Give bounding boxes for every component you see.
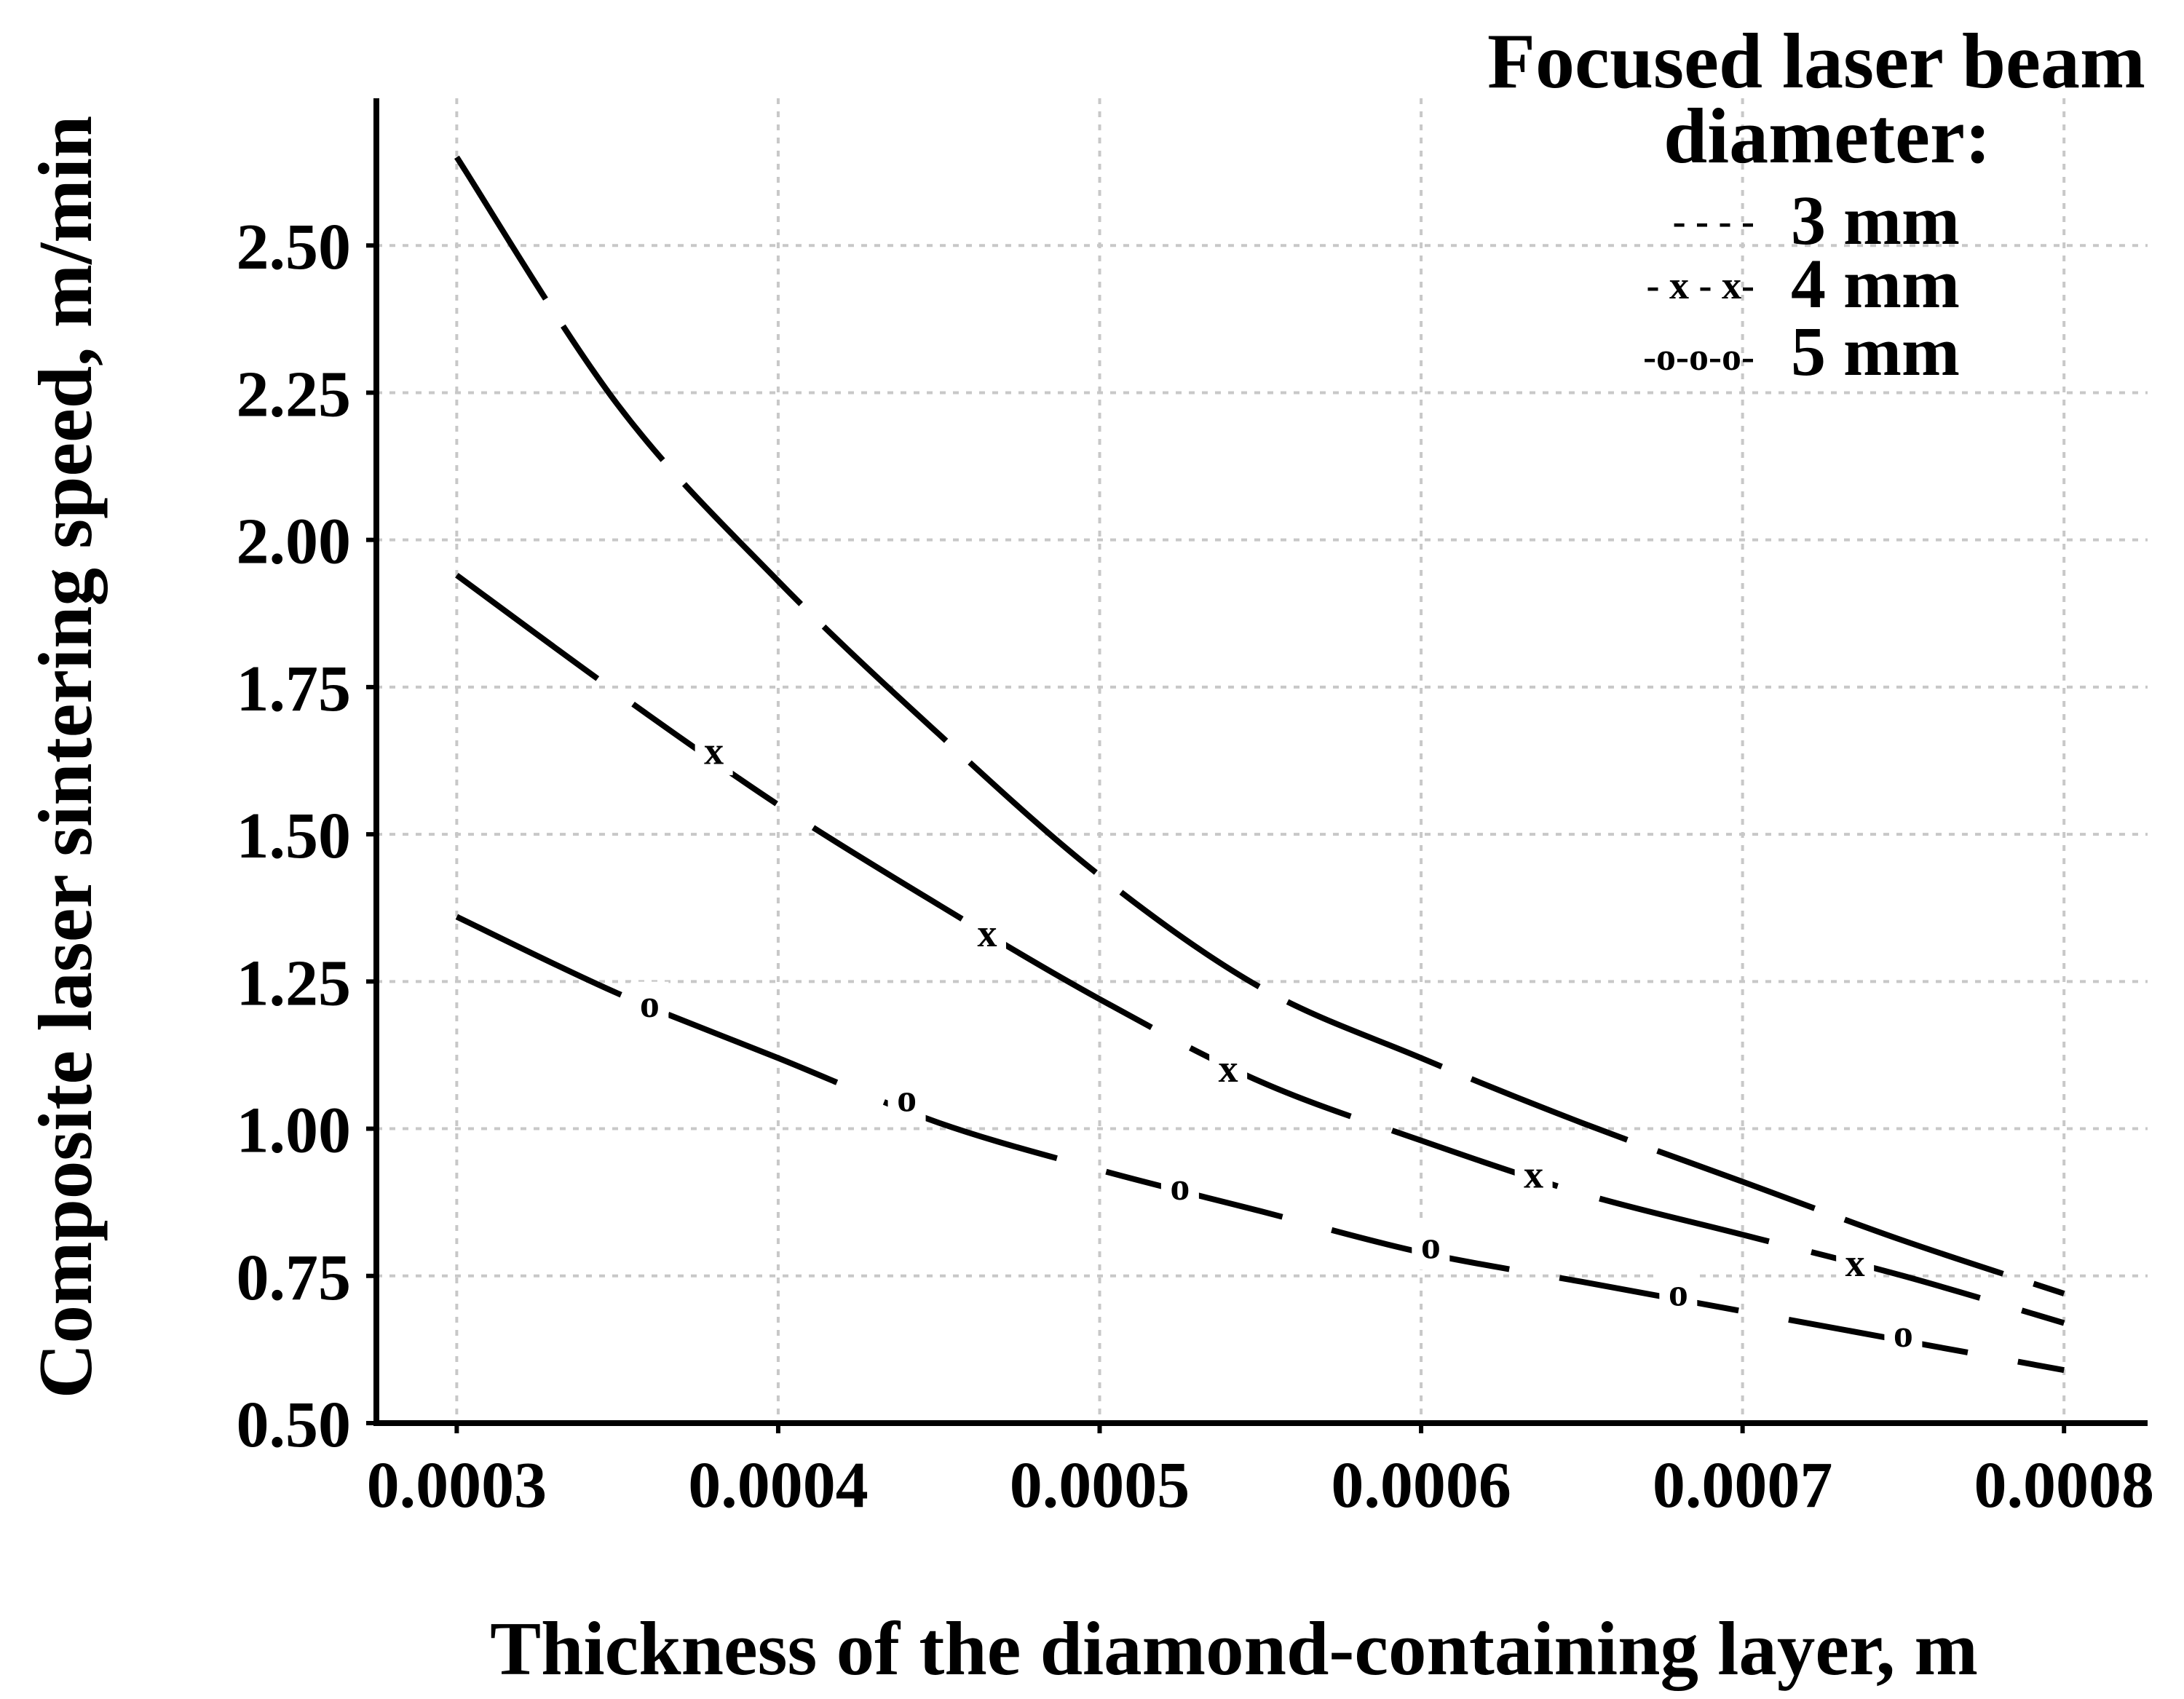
legend-symbol-3mm: - - - -	[1673, 199, 1754, 243]
marker-gap	[1160, 1164, 1199, 1211]
y-tick-label: 2.00	[237, 506, 352, 578]
x-tick-label: 0.0004	[688, 1449, 869, 1521]
marker-gap	[1836, 1240, 1875, 1288]
series-marker-o: o	[1894, 1312, 1913, 1355]
series-line-3mm	[454, 155, 2065, 1296]
series-marker-x: x	[1845, 1241, 1865, 1285]
legend-label-3mm: 3 mm	[1791, 181, 1960, 259]
y-tick-label: 2.25	[237, 358, 352, 430]
marker-gap	[887, 1076, 926, 1123]
marker-gap	[1412, 1223, 1450, 1270]
series-marker-o: o	[897, 1077, 917, 1120]
y-tick-label: 0.50	[237, 1389, 352, 1461]
x-tick-label: 0.0006	[1331, 1449, 1511, 1521]
series-marker-o: o	[1669, 1270, 1688, 1314]
y-tick-label: 2.50	[237, 211, 352, 283]
y-tick-label: 1.00	[237, 1095, 352, 1167]
legend-symbol-4mm: - x - x-	[1647, 264, 1754, 307]
series-marker-x: x	[1219, 1047, 1238, 1090]
legend-label-4mm: 4 mm	[1791, 245, 1960, 322]
axes	[373, 98, 2148, 1426]
y-tick-label: 1.75	[237, 653, 352, 725]
y-tick-label: 0.75	[237, 1242, 352, 1314]
legend-symbol-5mm: -o-o-o-	[1643, 335, 1754, 379]
grid-lines	[376, 98, 2148, 1423]
series-marker-o: o	[640, 982, 660, 1026]
marker-gap	[1884, 1311, 1923, 1358]
legend-title-line1: Focused laser beam	[1487, 18, 2145, 105]
series-marker-x: x	[977, 911, 997, 955]
marker-gap	[968, 911, 1006, 958]
ticks: 0.0003 0.0004 0.0005 0.0006 0.0007 0.0008 0.50…	[237, 211, 2154, 1521]
x-tick-label: 0.0007	[1653, 1449, 1833, 1521]
marker-gap	[695, 728, 733, 775]
series-marker-o: o	[1421, 1224, 1441, 1267]
marker-gap	[630, 981, 669, 1029]
series-marker-o: o	[1170, 1165, 1190, 1208]
marker-gap	[1659, 1270, 1698, 1318]
x-tick-label: 0.0005	[1010, 1449, 1190, 1521]
y-axis-label: Composite laser sintering speed, m/min	[23, 116, 108, 1399]
x-tick-label: 0.0008	[1974, 1449, 2154, 1521]
y-tick-label: 1.25	[237, 947, 352, 1019]
series-line-5mm	[455, 914, 2065, 1374]
legend-label-5mm: 5 mm	[1791, 312, 1960, 390]
x-tick-label: 0.0003	[367, 1449, 547, 1521]
marker-gap	[1209, 1046, 1248, 1093]
legend-title-line2: diameter:	[1663, 93, 1991, 180]
y-tick-label: 1.50	[237, 800, 352, 872]
series-marker-x: x	[704, 729, 724, 772]
series-marker-x: x	[1524, 1153, 1543, 1197]
marker-gap	[1514, 1152, 1553, 1200]
legend: Focused laser beam diameter: - - - - 3 m…	[1487, 18, 2145, 390]
x-axis-label: Thickness of the diamond-containing laye…	[490, 1606, 1978, 1691]
